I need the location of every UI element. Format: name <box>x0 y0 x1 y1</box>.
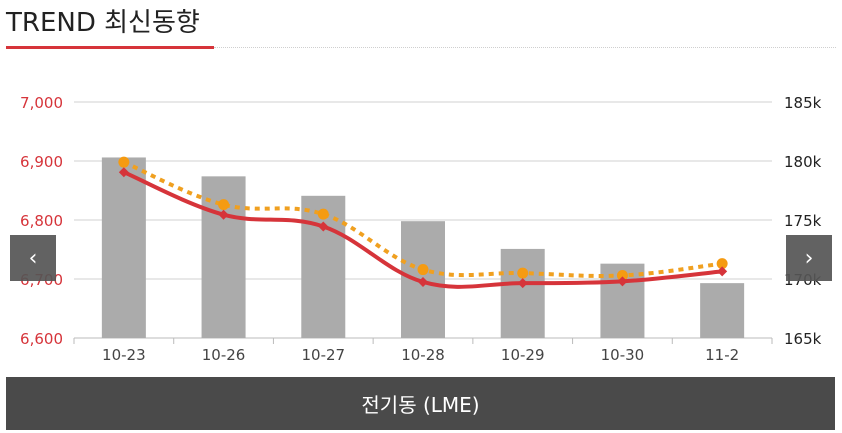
title-divider <box>214 47 836 48</box>
chevron-left-icon[interactable]: ‹ <box>10 235 56 281</box>
bar <box>101 157 146 338</box>
chart-caption-bar: 전기동 (LME) <box>6 377 835 430</box>
title-underline <box>6 46 214 49</box>
chart-caption: 전기동 (LME) <box>361 393 480 417</box>
x-tick-label: 10-28 <box>401 346 445 364</box>
bar <box>700 283 745 338</box>
trend-chart: 6,600165k6,700170k6,800175k6,900180k7,00… <box>20 94 822 364</box>
y-right-tick-label: 180k <box>784 153 822 171</box>
bar <box>500 248 545 338</box>
y-left-tick-label: 7,000 <box>20 94 63 112</box>
chevron-right-icon[interactable]: › <box>786 235 832 281</box>
series-marker-circle <box>616 269 628 281</box>
series-marker-diamond <box>517 278 528 289</box>
y-right-tick-label: 185k <box>784 94 822 112</box>
series-marker-diamond <box>318 221 329 232</box>
y-left-tick-label: 6,900 <box>20 153 63 171</box>
x-tick-label: 10-29 <box>501 346 545 364</box>
series-marker-circle <box>317 208 329 220</box>
y-right-tick-label: 165k <box>784 330 822 348</box>
y-left-tick-label: 6,600 <box>20 330 63 348</box>
x-tick-label: 10-23 <box>102 346 146 364</box>
series-marker-diamond <box>717 266 728 277</box>
series-marker-circle <box>218 199 230 211</box>
y-right-tick-label: 175k <box>784 212 822 230</box>
series-marker-diamond <box>118 167 129 178</box>
series-marker-circle <box>517 267 529 279</box>
series-marker-circle <box>417 264 429 276</box>
y-left-tick-label: 6,800 <box>20 212 63 230</box>
series-marker-circle <box>118 156 130 168</box>
x-tick-label: 10-26 <box>202 346 246 364</box>
series-marker-diamond <box>218 209 229 220</box>
x-tick-label: 10-27 <box>301 346 345 364</box>
x-tick-label: 11-2 <box>705 346 739 364</box>
series-marker-diamond <box>617 276 628 287</box>
series-marker-diamond <box>418 276 428 287</box>
series-marker-circle <box>716 258 728 270</box>
page-title: TREND 최신동향 <box>6 8 200 38</box>
x-tick-label: 10-30 <box>601 346 645 364</box>
